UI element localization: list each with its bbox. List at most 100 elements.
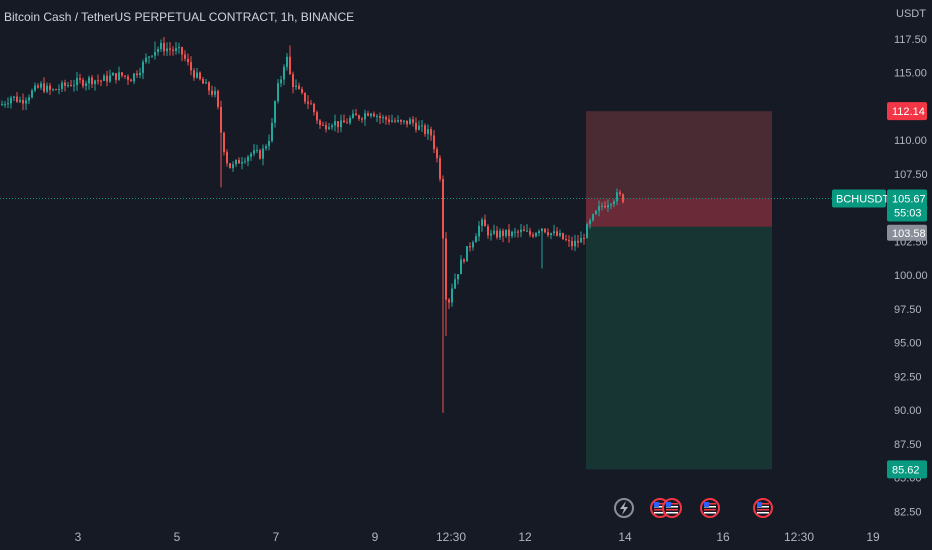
candle-body-77 xyxy=(232,164,234,169)
candle-body-94 xyxy=(283,66,285,80)
candle-body-36 xyxy=(109,75,111,82)
candle-body-173 xyxy=(520,229,522,233)
us-flag-icon[interactable] xyxy=(753,498,773,518)
x-tick-label: 16 xyxy=(716,530,730,544)
candle-body-72 xyxy=(217,90,219,107)
price-scale-currency[interactable]: USDT xyxy=(896,8,926,20)
economic-events[interactable] xyxy=(614,498,773,518)
candle-body-78 xyxy=(235,159,237,165)
candle-body-82 xyxy=(247,156,249,162)
us-flag-icon[interactable] xyxy=(700,498,720,518)
x-tick-label: 12:30 xyxy=(436,530,466,544)
candle-body-25 xyxy=(76,78,78,86)
candle-body-83 xyxy=(250,153,252,157)
candle-body-199 xyxy=(598,205,600,211)
candle-body-102 xyxy=(307,101,309,104)
candle-body-116 xyxy=(349,117,351,123)
candle-body-193 xyxy=(580,238,582,243)
candle-body-16 xyxy=(49,85,51,90)
last-price-label: 105.67 xyxy=(892,194,926,206)
us-flag-icon[interactable] xyxy=(662,498,682,518)
candle-body-192 xyxy=(577,240,579,243)
candle-body-155 xyxy=(466,246,468,262)
candle-body-68 xyxy=(205,82,207,84)
candle-body-71 xyxy=(214,90,216,95)
candle-body-170 xyxy=(511,231,513,237)
candle-body-125 xyxy=(376,116,378,118)
symbol-label: BCHUSDT.P xyxy=(836,194,898,206)
candle-body-162 xyxy=(487,226,489,236)
lightning-icon[interactable] xyxy=(614,498,634,518)
candle-body-86 xyxy=(259,150,261,159)
candle-body-103 xyxy=(310,103,312,105)
candle-body-122 xyxy=(367,113,369,116)
y-tick-label: 107.50 xyxy=(894,169,928,181)
candle-body-127 xyxy=(382,117,384,119)
candle-body-85 xyxy=(256,150,258,152)
candle-body-190 xyxy=(571,241,573,247)
candle-body-198 xyxy=(595,210,597,215)
candle-body-107 xyxy=(322,124,324,126)
candle-body-163 xyxy=(490,233,492,236)
candle-body-183 xyxy=(550,233,552,236)
candle-body-66 xyxy=(199,72,201,80)
x-tick-label: 7 xyxy=(273,530,280,544)
candle-body-81 xyxy=(244,161,246,163)
candle-body-89 xyxy=(268,140,270,147)
candle-body-132 xyxy=(397,119,399,122)
candle-body-96 xyxy=(289,56,291,75)
candle-body-153 xyxy=(460,259,462,275)
y-tick-label: 115.00 xyxy=(894,68,927,80)
candle-body-128 xyxy=(385,117,387,120)
candle-body-35 xyxy=(106,75,108,82)
stop-price-tag: 112.14 xyxy=(887,102,927,121)
candle-body-38 xyxy=(115,73,117,80)
candle-body-6 xyxy=(19,99,21,102)
candle-body-32 xyxy=(97,80,99,82)
candle-body-161 xyxy=(484,219,486,227)
candle-body-172 xyxy=(517,231,519,233)
candle-body-62 xyxy=(187,58,189,63)
candle-body-157 xyxy=(472,242,474,248)
candle-body-3 xyxy=(10,97,12,104)
candle-body-117 xyxy=(352,113,354,118)
candle-body-203 xyxy=(610,204,612,206)
candle-body-171 xyxy=(514,231,516,233)
entry-price-tag: 103.58 xyxy=(887,224,927,241)
bar-countdown-label: 55:03 xyxy=(894,208,922,220)
candle-body-67 xyxy=(202,79,204,84)
candle-body-27 xyxy=(82,79,84,86)
candle-body-101 xyxy=(304,92,306,102)
time-axis[interactable]: 3 5 7 9 12:30 12 14 16 12:30 19 xyxy=(75,530,880,544)
candle-body-146 xyxy=(439,158,441,180)
last-price-tag: 105.67 55:03 xyxy=(887,189,927,222)
candle-body-30 xyxy=(91,77,93,85)
candle-body-97 xyxy=(292,74,294,87)
candle-body-160 xyxy=(481,219,483,226)
candle-body-61 xyxy=(184,54,186,59)
candle-body-50 xyxy=(151,55,153,57)
candle-body-188 xyxy=(565,239,567,241)
candle-body-33 xyxy=(100,80,102,82)
candle-body-26 xyxy=(79,78,81,80)
candle-body-140 xyxy=(421,125,423,127)
candle-body-79 xyxy=(238,159,240,164)
candle-body-174 xyxy=(523,229,525,231)
candle-body-187 xyxy=(562,233,564,240)
candle-body-152 xyxy=(457,274,459,280)
candle-body-185 xyxy=(556,231,558,236)
candle-body-28 xyxy=(85,83,87,86)
candle-body-44 xyxy=(133,73,135,82)
candle-body-110 xyxy=(331,125,333,128)
candle-body-65 xyxy=(196,72,198,78)
y-tick-label: 117.50 xyxy=(894,34,927,46)
candle-body-158 xyxy=(475,236,477,243)
candle-body-115 xyxy=(346,122,348,124)
candle-body-197 xyxy=(592,214,594,221)
candle-body-39 xyxy=(118,72,120,80)
candle-body-179 xyxy=(538,231,540,233)
candle-body-1 xyxy=(4,104,6,106)
x-tick-label: 12 xyxy=(518,530,532,544)
candle-body-119 xyxy=(358,115,360,119)
